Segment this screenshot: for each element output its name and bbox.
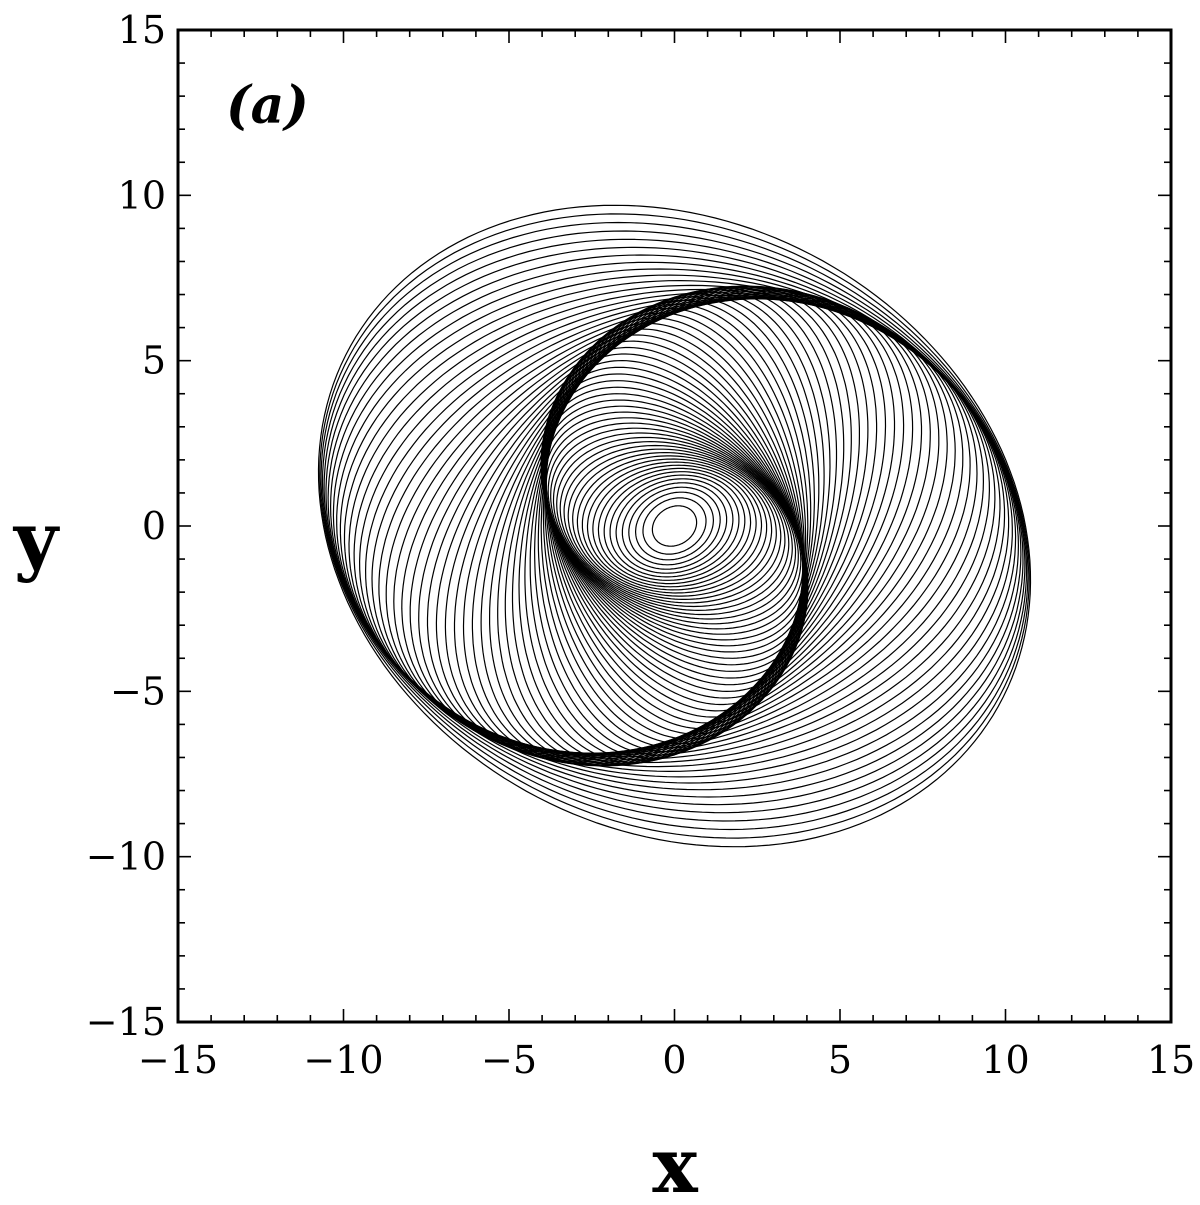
trajectory-loop xyxy=(319,213,1030,839)
trajectory-loop xyxy=(635,491,714,561)
trajectory-loop xyxy=(329,261,1020,791)
trajectory-loop xyxy=(353,292,996,760)
x-tick-labels: −15 −10 −5 0 5 10 15 xyxy=(138,1038,1195,1082)
trajectory-loop xyxy=(642,497,707,555)
y-axis-title: y xyxy=(13,495,60,584)
trajectory-loop xyxy=(545,334,804,718)
x-tick-label: 15 xyxy=(1147,1038,1195,1082)
y-tick-label: −10 xyxy=(86,835,166,879)
trajectory-loop xyxy=(327,254,1022,798)
trajectory-loop xyxy=(592,464,757,588)
trajectory-loop xyxy=(609,474,740,578)
trajectory-loop xyxy=(559,440,790,612)
trajectory-loop xyxy=(343,284,1006,768)
x-tick-label: −10 xyxy=(303,1038,383,1082)
trajectory-loop xyxy=(540,380,809,672)
trajectory-loop xyxy=(339,279,1010,773)
y-tick-labels: −15 −10 −5 0 5 10 15 xyxy=(86,8,166,1044)
trajectory-loop xyxy=(567,448,782,604)
trajectory-loop xyxy=(544,340,805,712)
trajectory-loop xyxy=(320,221,1029,831)
trajectory-loop xyxy=(615,478,734,574)
y-tick-label: 5 xyxy=(142,339,166,383)
trajectory-curve-layer xyxy=(317,204,1032,848)
trajectory-loop xyxy=(444,289,905,763)
y-tick-label: 0 xyxy=(142,504,166,548)
trajectory-loop xyxy=(336,274,1013,778)
trajectory-loop xyxy=(325,246,1024,806)
y-tick-label: −5 xyxy=(110,669,166,713)
trajectory-loop xyxy=(552,432,797,620)
trajectory-loop xyxy=(586,461,763,591)
trajectory-loop xyxy=(348,288,1001,764)
trajectory-loop xyxy=(332,268,1017,784)
trajectory-loop xyxy=(471,286,878,766)
y-tick-label: 15 xyxy=(118,8,166,52)
trajectory-loop xyxy=(371,297,978,755)
trajectory-loop xyxy=(545,322,804,730)
trajectory-loop xyxy=(323,238,1026,814)
trajectory-loop xyxy=(541,399,808,653)
trajectory-loop xyxy=(358,294,991,758)
trajectory-loop xyxy=(576,455,773,597)
x-tick-label: −5 xyxy=(481,1038,537,1082)
x-axis-title: x xyxy=(652,1121,698,1205)
trajectory-loop xyxy=(409,295,940,757)
trajectory-loop xyxy=(621,482,728,570)
trajectory-loop xyxy=(597,467,752,585)
axis-ticks xyxy=(177,29,1172,1023)
trajectory-loop xyxy=(556,436,793,616)
y-tick-label: 10 xyxy=(118,173,166,217)
x-tick-label: 10 xyxy=(981,1038,1029,1082)
trajectory-loop xyxy=(547,422,802,630)
x-tick-label: −15 xyxy=(138,1038,218,1082)
trajectory-loop xyxy=(321,230,1028,822)
trajectory-loop xyxy=(317,204,1032,848)
trajectory-loop xyxy=(550,427,799,625)
trajectory-loop xyxy=(426,292,923,760)
y-tick-label: −15 xyxy=(86,1000,166,1044)
x-tick-label: 0 xyxy=(662,1038,686,1082)
panel-label: (a) xyxy=(226,75,309,136)
trajectory-loop xyxy=(418,294,931,758)
trajectory-loop xyxy=(364,296,985,756)
x-tick-label: 5 xyxy=(828,1038,852,1082)
trajectory-loop xyxy=(651,505,698,547)
trajectory-loop xyxy=(628,486,721,566)
trajectory-loop xyxy=(603,471,746,581)
trajectory-loop xyxy=(563,444,786,608)
trajectory-loop xyxy=(572,452,777,600)
trajectory-loop xyxy=(581,458,768,594)
